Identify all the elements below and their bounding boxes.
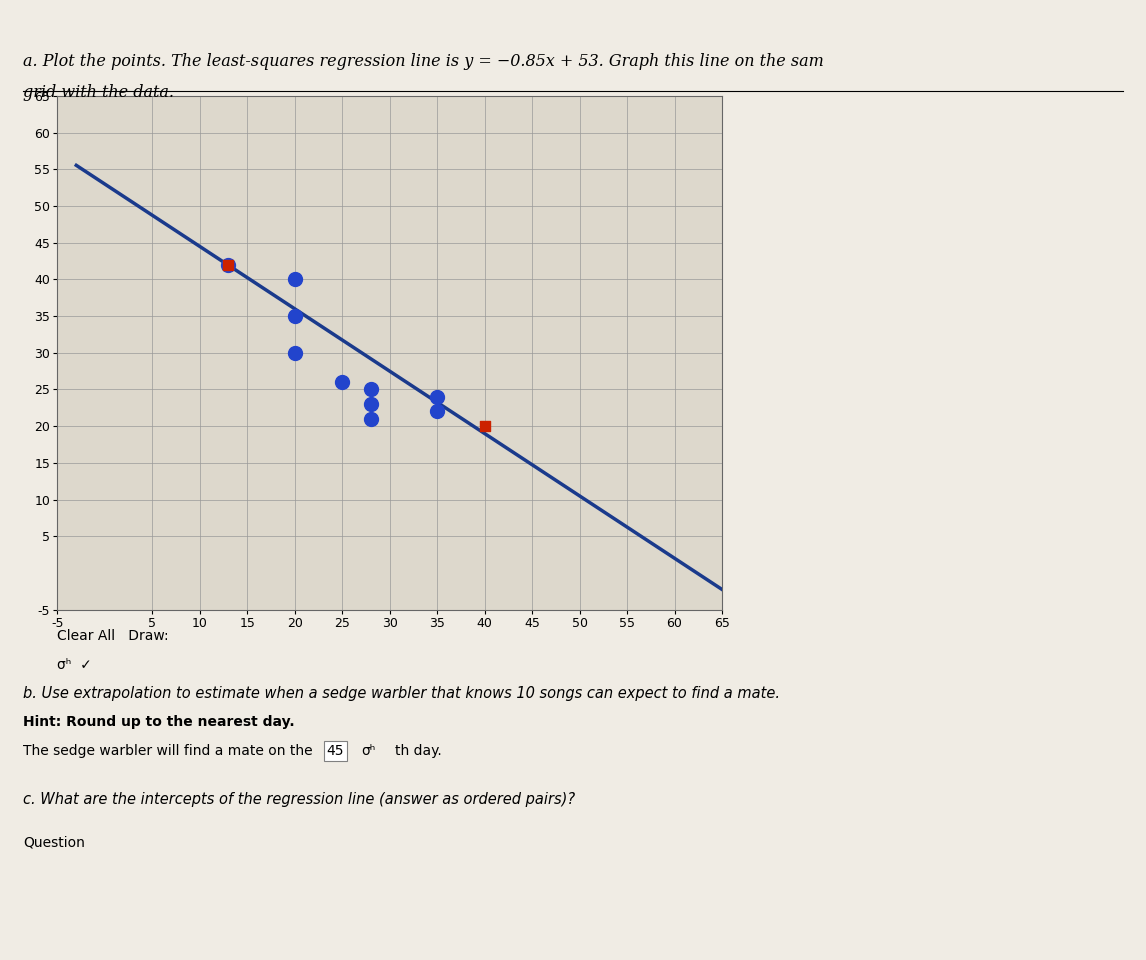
Text: The sedge warbler will find a mate on the: The sedge warbler will find a mate on th… [23,744,313,758]
Text: σʰ: σʰ [361,744,376,758]
Point [361,396,379,412]
Text: b. Use extrapolation to estimate when a sedge warbler that knows 10 songs can ex: b. Use extrapolation to estimate when a … [23,686,780,702]
Text: grid with the data.: grid with the data. [23,84,174,102]
Text: 45: 45 [327,744,344,758]
Point [361,411,379,426]
Text: Question: Question [23,835,85,850]
Point [333,374,352,390]
Point [427,389,446,404]
Text: Clear All   Draw:: Clear All Draw: [57,629,168,643]
Point [219,257,237,273]
Text: Hint: Round up to the nearest day.: Hint: Round up to the nearest day. [23,715,295,730]
Point [219,257,237,273]
Point [361,382,379,397]
Point [285,272,304,287]
Point [427,404,446,420]
Point [285,345,304,360]
Text: th day.: th day. [395,744,442,758]
Point [285,308,304,324]
Text: c. What are the intercepts of the regression line (answer as ordered pairs)?: c. What are the intercepts of the regres… [23,792,575,807]
Point [476,419,494,434]
Text: a. Plot the points. The least-squares regression line is y = −0.85x + 53. Graph : a. Plot the points. The least-squares re… [23,53,824,70]
Text: σʰ  ✓: σʰ ✓ [57,658,92,672]
